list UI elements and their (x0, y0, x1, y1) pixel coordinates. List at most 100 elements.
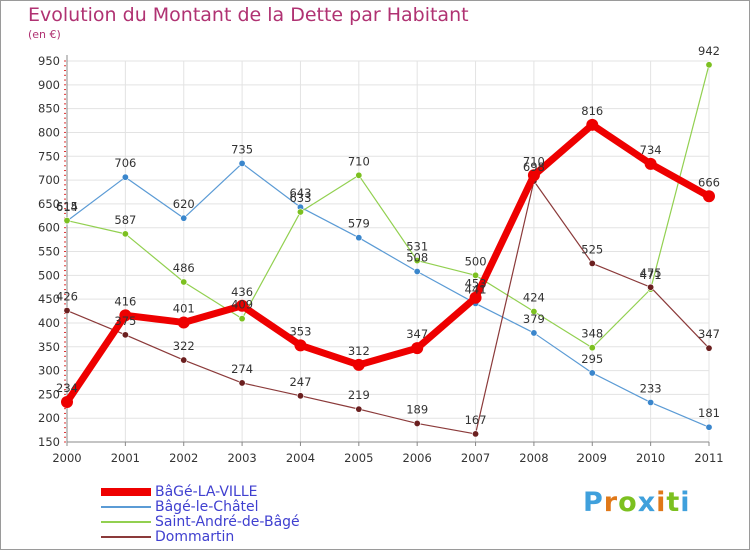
legend-item: Bâgé-le-Châtel (101, 498, 300, 515)
data-label: 274 (231, 362, 253, 376)
logo-letter: x (637, 487, 657, 518)
data-point (413, 419, 421, 427)
legend-swatch (101, 505, 151, 508)
x-tick-label: 2005 (344, 451, 373, 465)
data-label: 453 (465, 277, 487, 291)
x-tick-label: 2006 (403, 451, 432, 465)
legend-swatch (101, 535, 151, 538)
y-tick-label: 650 (38, 197, 60, 211)
logo-letter: P (583, 487, 604, 518)
y-tick-label: 500 (38, 268, 60, 282)
data-point (705, 344, 713, 352)
y-tick-label: 350 (38, 340, 60, 354)
data-label: 409 (231, 298, 253, 312)
data-label: 219 (348, 388, 370, 402)
data-point (63, 307, 71, 315)
legend-label: Dommartin (155, 528, 235, 545)
y-tick-label: 900 (38, 78, 60, 92)
data-label: 416 (114, 294, 136, 308)
data-point (238, 379, 246, 387)
data-label: 486 (173, 261, 195, 275)
legend-label: Bâgé-le-Châtel (155, 498, 259, 515)
data-label: 698 (523, 160, 545, 174)
data-label: 167 (465, 413, 487, 427)
data-label: 436 (231, 285, 253, 299)
series-line-3 (66, 180, 710, 435)
legend-item: Saint-André-de-Bâgé (101, 513, 300, 530)
data-label: 379 (523, 312, 545, 326)
data-point (588, 344, 596, 352)
data-label: 181 (698, 406, 720, 420)
logo-letter: o (618, 487, 638, 518)
data-point (238, 315, 246, 323)
data-label: 666 (698, 175, 720, 189)
data-point (705, 61, 713, 69)
data-label: 426 (56, 290, 78, 304)
data-point (121, 331, 129, 339)
logo-letter: i (680, 487, 691, 518)
data-label: 942 (698, 44, 720, 58)
data-label: 375 (114, 314, 136, 328)
data-point (61, 395, 73, 408)
x-tick-label: 2011 (694, 451, 723, 465)
data-label: 471 (640, 268, 662, 282)
data-point (63, 217, 71, 225)
y-tick-label: 300 (38, 364, 60, 378)
data-point (238, 159, 246, 167)
legend-swatch (101, 487, 151, 496)
data-point (352, 358, 365, 371)
x-tick-label: 2010 (636, 451, 665, 465)
data-point (527, 169, 540, 182)
data-point (703, 190, 715, 203)
data-label: 295 (581, 352, 603, 366)
y-tick-label: 200 (38, 411, 60, 425)
data-label: 234 (56, 381, 78, 395)
x-tick-label: 2001 (111, 451, 140, 465)
data-point (119, 309, 132, 322)
data-label: 614 (56, 200, 78, 214)
data-point (647, 398, 655, 406)
y-tick-label: 250 (38, 387, 60, 401)
data-label: 710 (523, 154, 545, 168)
x-tick-label: 2004 (286, 451, 315, 465)
data-label: 587 (114, 213, 136, 227)
x-tick-label: 2003 (227, 451, 256, 465)
y-tick-label: 950 (38, 54, 60, 68)
chart-title: Evolution du Montant de la Dette par Hab… (28, 4, 469, 26)
legend-item: Dommartin (101, 528, 300, 545)
data-point (296, 392, 304, 400)
proxiti-logo: Proxiti (583, 487, 691, 518)
data-label: 233 (640, 381, 662, 395)
data-point (413, 268, 421, 276)
data-label: 525 (581, 242, 603, 256)
data-label: 348 (581, 327, 603, 341)
data-point (530, 329, 538, 337)
data-point (355, 405, 363, 413)
y-tick-label: 750 (38, 149, 60, 163)
x-tick-label: 2000 (52, 451, 81, 465)
data-label: 615 (56, 200, 78, 214)
data-label: 401 (173, 301, 195, 315)
data-label: 424 (523, 291, 545, 305)
x-tick-label: 2008 (519, 451, 548, 465)
y-tick-label: 600 (38, 221, 60, 235)
data-point (469, 291, 482, 304)
data-point (530, 308, 538, 316)
data-label: 734 (640, 143, 662, 157)
data-point (294, 339, 307, 352)
data-point (588, 369, 596, 377)
y-tick-label: 700 (38, 173, 60, 187)
y-tick-label: 400 (38, 316, 60, 330)
data-label: 500 (465, 254, 487, 268)
data-label: 322 (173, 339, 195, 353)
legend-swatch (101, 520, 151, 523)
data-label: 347 (698, 327, 720, 341)
data-label: 247 (289, 375, 311, 389)
series-line-1 (66, 162, 710, 428)
y-tick-label: 850 (38, 102, 60, 116)
legend-label: Saint-André-de-Bâgé (155, 513, 300, 530)
data-point (355, 234, 363, 242)
data-label: 508 (406, 251, 428, 265)
